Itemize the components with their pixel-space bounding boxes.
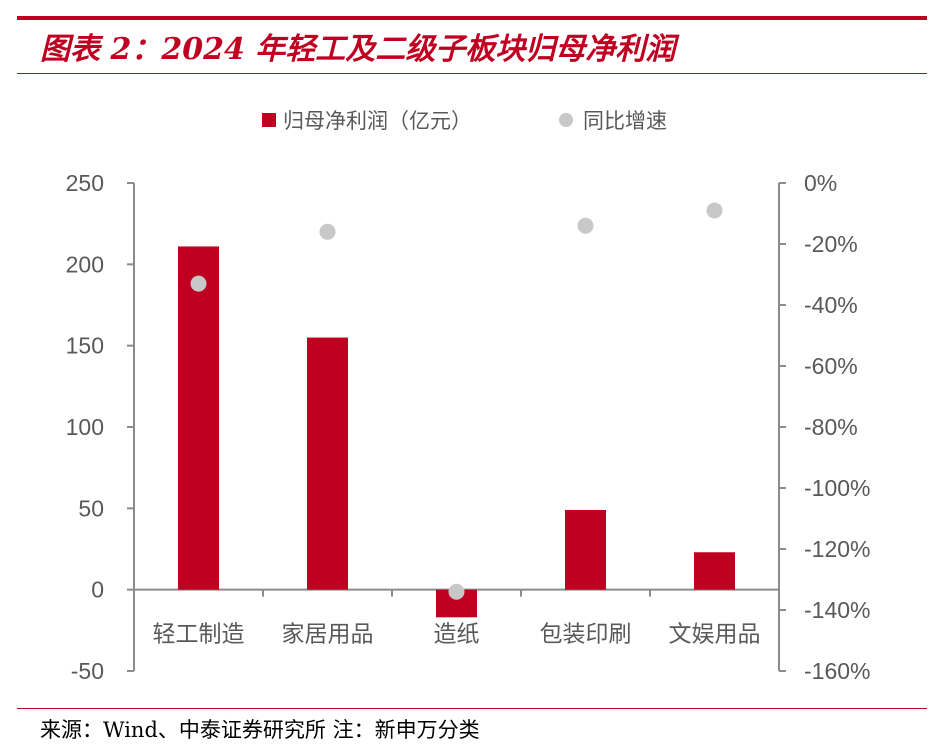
left-tick-label: 150 [66,333,104,359]
dots [190,202,723,600]
legend-dot-swatch [559,113,573,127]
footer-rule [17,708,927,709]
bars [178,246,735,618]
left-tick-label: 200 [66,251,104,277]
title-top-rule [17,16,927,20]
category-label: 轻工制造 [153,622,245,648]
left-tick-label: -50 [71,658,104,684]
right-tick-label: 0% [804,170,837,196]
right-tick-label: -140% [804,597,870,623]
right-tick-label: -120% [804,536,870,562]
right-tick-label: -80% [804,414,858,440]
left-tick-label: 0 [91,577,104,603]
left-tick-label: 50 [78,495,104,521]
bar [565,509,606,590]
category-label: 造纸 [434,622,480,648]
right-tick-label: -60% [804,353,858,379]
growth-dot [706,202,723,219]
left-tick-label: 250 [66,170,104,196]
growth-dot [190,275,207,292]
growth-dot [577,217,594,234]
category-label: 包装印刷 [540,622,632,648]
axes: 250 200 150 100 50 0 -50 0% -20% -40% -60% -80% -100… [66,170,871,684]
legend-dot-label: 同比增速 [583,109,667,133]
bar [178,246,219,590]
right-tick-label: -100% [804,475,870,501]
growth-dot [319,223,336,240]
right-tick-label: -40% [804,292,858,318]
right-tick-label: -20% [804,231,858,257]
legend-bar-label: 归母净利润（亿元） [283,109,472,133]
legend: 归母净利润（亿元） 同比增速 [262,109,667,133]
legend-bar-swatch [262,113,276,127]
title-bottom-rule [17,73,927,74]
right-tick-label: -160% [804,658,870,684]
bar [694,552,735,590]
category-label: 家居用品 [282,622,374,648]
bar [307,337,348,590]
category-label: 文娱用品 [669,622,761,648]
left-tick-label: 100 [66,414,104,440]
growth-dot [448,583,465,600]
source-note: 来源：Wind、中泰证券研究所 注：新申万分类 [40,718,480,742]
chart-title: 图表 2：2024 年轻工及二级子板块归母净利润 [40,32,676,67]
